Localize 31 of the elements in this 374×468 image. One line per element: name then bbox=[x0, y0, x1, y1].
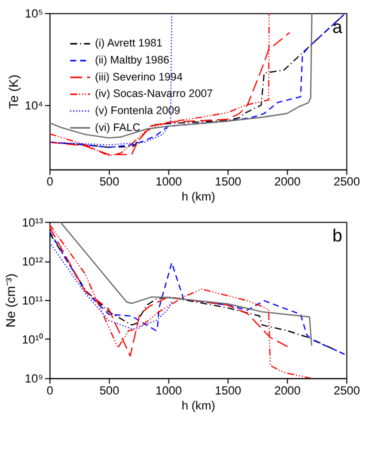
x-tick-label: 500 bbox=[99, 174, 120, 189]
x-tick-label: 2000 bbox=[274, 384, 302, 398]
x-tick-label: 1500 bbox=[214, 174, 242, 189]
y-tick-label: 10¹⁰ bbox=[22, 332, 44, 347]
y-axis-title: Ne (cm⁻³) bbox=[2, 274, 18, 328]
y-tick-label: 10⁵ bbox=[24, 6, 44, 21]
x-tick-label: 0 bbox=[46, 174, 54, 189]
y-tick-label: 10¹³ bbox=[22, 215, 44, 230]
y-tick-label: 10¹¹ bbox=[22, 293, 44, 308]
x-tick-label: 2500 bbox=[334, 384, 360, 398]
x-tick-label: 2500 bbox=[334, 174, 360, 189]
x-tick-label: 500 bbox=[99, 384, 120, 398]
y-tick-label: 10⁹ bbox=[24, 372, 44, 386]
legend-label: (iv) Socas-Navarro 2007 bbox=[94, 88, 213, 100]
legend-label: (i) Avrett 1981 bbox=[94, 38, 162, 50]
y-tick-label: 10¹² bbox=[22, 254, 44, 268]
x-tick-label: 1000 bbox=[156, 174, 182, 189]
x-axis-title: h (km) bbox=[182, 190, 216, 204]
x-tick-label: 2000 bbox=[274, 174, 302, 189]
x-tick-label: 1500 bbox=[214, 384, 242, 398]
y-tick-label: 10⁴ bbox=[24, 98, 44, 113]
x-tick-label: 0 bbox=[46, 384, 54, 398]
legend-label: (v) Fontenla 2009 bbox=[94, 105, 180, 118]
annotation: b bbox=[332, 226, 342, 246]
annotation: a bbox=[332, 16, 342, 37]
x-axis-title: h (km) bbox=[182, 398, 216, 412]
x-tick-label: 1000 bbox=[156, 384, 182, 398]
legend-label: (iii) Severino 1994 bbox=[94, 71, 183, 84]
legend-label: (vi) FALC bbox=[94, 122, 140, 134]
legend-label: (ii) Maltby 1986 bbox=[94, 54, 170, 67]
y-axis-title: Te (K) bbox=[6, 74, 21, 109]
